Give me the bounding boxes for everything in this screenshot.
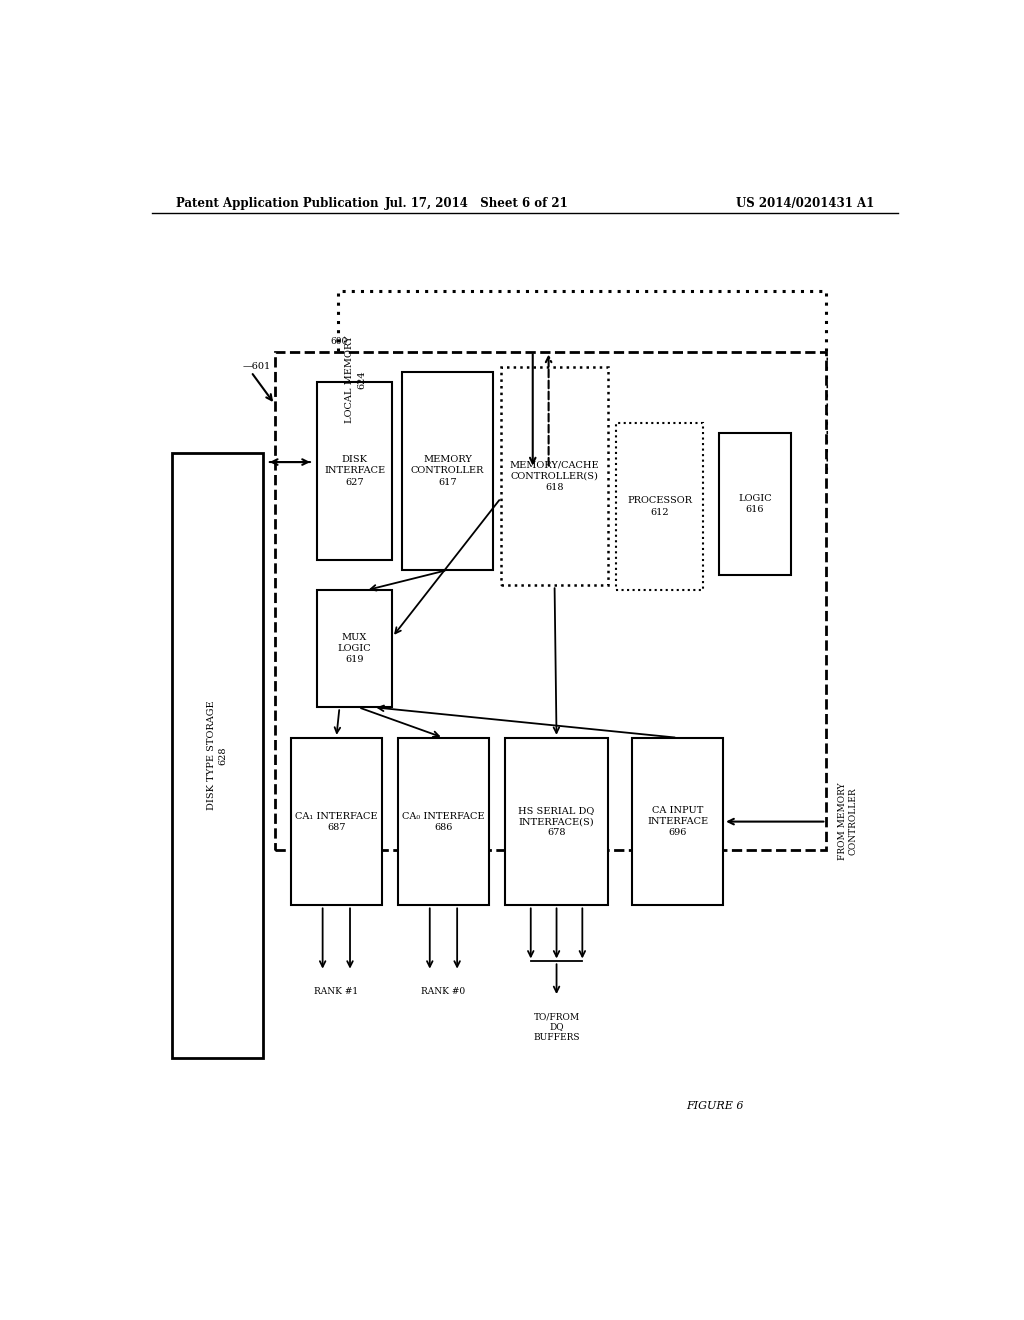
Bar <box>401 372 494 570</box>
Text: MEMORY
CONTROLLER
617: MEMORY CONTROLLER 617 <box>411 455 484 487</box>
Text: FROM MEMORY
CONTROLLER: FROM MEMORY CONTROLLER <box>839 783 858 861</box>
Bar <box>501 367 608 585</box>
Text: CA INPUT
INTERFACE
696: CA INPUT INTERFACE 696 <box>647 807 709 837</box>
Text: LOCAL MEMORY
624: LOCAL MEMORY 624 <box>345 335 367 424</box>
Bar <box>316 381 392 560</box>
Bar <box>274 351 826 850</box>
Text: HS SERIAL DQ
INTERFACE(S)
678: HS SERIAL DQ INTERFACE(S) 678 <box>518 807 595 837</box>
Text: PROCESSOR
612: PROCESSOR 612 <box>628 496 692 516</box>
Bar <box>719 433 791 576</box>
Text: DISK
INTERFACE
627: DISK INTERFACE 627 <box>324 455 385 487</box>
Text: CA₁ INTERFACE
687: CA₁ INTERFACE 687 <box>295 812 378 832</box>
Bar <box>616 422 703 590</box>
Text: TO/FROM
DQ
BUFFERS: TO/FROM DQ BUFFERS <box>534 1012 580 1041</box>
Bar <box>172 453 263 1057</box>
Bar <box>632 738 723 906</box>
Text: RANK #0: RANK #0 <box>422 987 466 995</box>
Text: DISK TYPE STORAGE
628: DISK TYPE STORAGE 628 <box>207 701 227 810</box>
Bar <box>316 590 392 708</box>
Bar <box>397 738 489 906</box>
Text: —601: —601 <box>243 362 271 371</box>
Text: MUX
LOGIC
619: MUX LOGIC 619 <box>338 634 372 664</box>
Bar <box>338 290 826 469</box>
Text: MEMORY/CACHE
CONTROLLER(S)
618: MEMORY/CACHE CONTROLLER(S) 618 <box>510 461 599 491</box>
Text: Jul. 17, 2014   Sheet 6 of 21: Jul. 17, 2014 Sheet 6 of 21 <box>385 197 569 210</box>
Bar <box>505 738 608 906</box>
Text: 600: 600 <box>331 338 347 346</box>
Bar <box>291 738 382 906</box>
Text: LOGIC
616: LOGIC 616 <box>738 494 772 513</box>
Text: CA₀ INTERFACE
686: CA₀ INTERFACE 686 <box>402 812 484 832</box>
Text: FIGURE 6: FIGURE 6 <box>686 1101 744 1110</box>
Text: Patent Application Publication: Patent Application Publication <box>176 197 378 210</box>
Text: US 2014/0201431 A1: US 2014/0201431 A1 <box>735 197 873 210</box>
Text: RANK #1: RANK #1 <box>314 987 358 995</box>
